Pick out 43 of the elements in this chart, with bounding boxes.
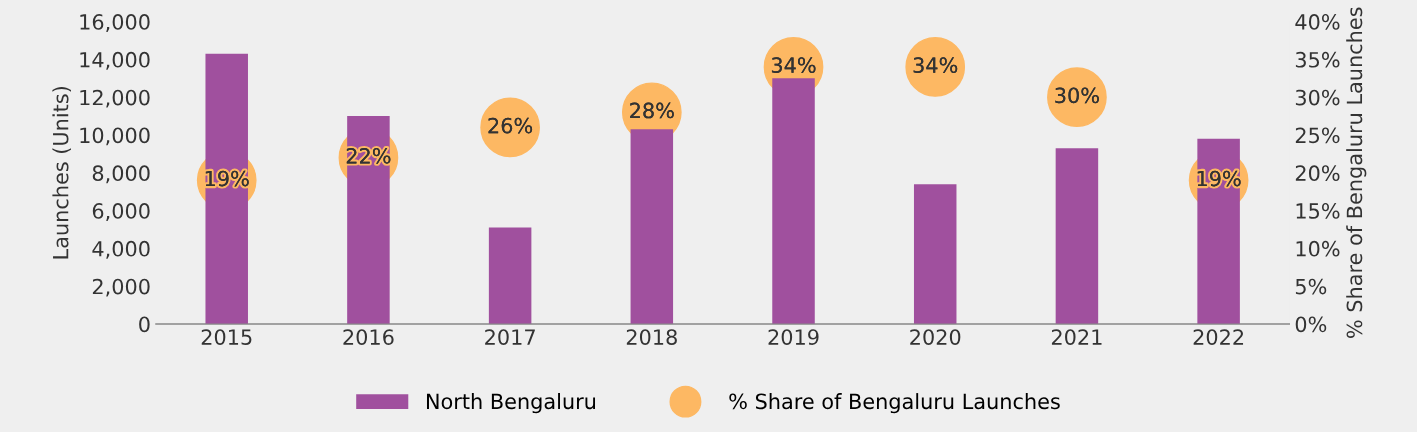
data-label: 34% xyxy=(913,57,958,73)
data-label: 26% xyxy=(488,117,533,134)
bar xyxy=(630,129,674,324)
y-tick-label: 16,000 xyxy=(80,14,150,32)
bar xyxy=(205,53,248,324)
x-tick-label: 2016 xyxy=(343,329,394,345)
y-axis-title: Launches (Units) xyxy=(52,86,71,259)
y2-tick-label: 35% xyxy=(1295,51,1340,68)
x-tick-label: 2015 xyxy=(201,329,252,345)
bar xyxy=(1055,148,1099,324)
bar xyxy=(347,116,390,324)
y2-tick-label: 40% xyxy=(1295,14,1340,30)
y2-tick-label: 25% xyxy=(1295,127,1340,144)
x-tick-label: 2020 xyxy=(910,329,961,345)
y2-tick-label: 15% xyxy=(1296,203,1340,219)
x-tick-label: 2019 xyxy=(768,329,819,345)
bar xyxy=(1197,138,1240,324)
x-tick-label: 2022 xyxy=(1193,329,1244,345)
bar xyxy=(772,78,815,324)
data-label: 30% xyxy=(1055,87,1099,104)
x-tick-label: 2021 xyxy=(1051,329,1102,345)
bar xyxy=(488,227,532,324)
y-tick-label: 2,000 xyxy=(92,278,150,297)
y-tick-label: 4,000 xyxy=(92,240,150,259)
y-tick-label: 8,000 xyxy=(92,165,150,184)
y2-tick-label: 20% xyxy=(1295,165,1340,182)
y-tick-label: 10,000 xyxy=(80,127,150,146)
y2-tick-label: 5% xyxy=(1295,278,1327,295)
y2-tick-label: 10% xyxy=(1296,240,1340,257)
bar xyxy=(913,184,957,324)
y-tick-label: 6,000 xyxy=(92,203,150,221)
y-tick-label: 12,000 xyxy=(80,89,150,108)
y2-tick-label: 0% xyxy=(1295,316,1327,333)
x-tick-label: 2018 xyxy=(626,329,677,345)
y-tick-label: 0 xyxy=(139,316,150,333)
y-tick-label: 14,000 xyxy=(80,51,150,70)
x-tick-label: 2017 xyxy=(485,329,535,345)
y2-axis-title: % Share of Bengaluru Launches xyxy=(1346,7,1367,338)
y2-tick-label: 30% xyxy=(1295,89,1340,106)
data-label: 28% xyxy=(630,102,674,119)
data-label: 34% xyxy=(771,57,816,73)
legend-label: North Bengaluru xyxy=(426,393,596,414)
legend-label: % Share of Bengaluru Launches xyxy=(729,393,1060,414)
